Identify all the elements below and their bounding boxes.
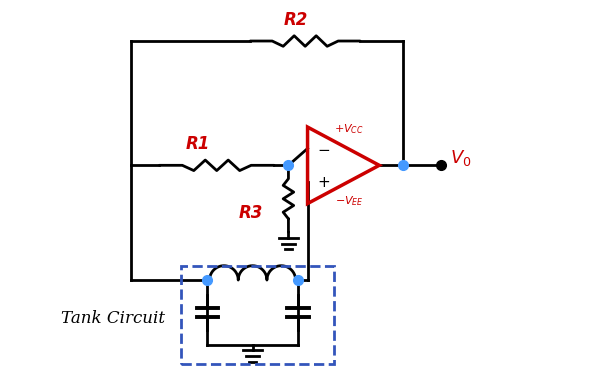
Text: R2: R2	[284, 11, 308, 29]
Text: $V_0$: $V_0$	[450, 148, 471, 168]
Bar	[181, 266, 334, 364]
Text: $-V_{EE}$: $-V_{EE}$	[335, 194, 364, 208]
Text: $+V_{CC}$: $+V_{CC}$	[334, 123, 364, 136]
Text: $-$: $-$	[317, 141, 330, 156]
Text: Tank Circuit: Tank Circuit	[61, 310, 165, 327]
Text: $+$: $+$	[317, 175, 330, 190]
Text: R3: R3	[238, 204, 263, 222]
Text: R1: R1	[185, 135, 210, 153]
